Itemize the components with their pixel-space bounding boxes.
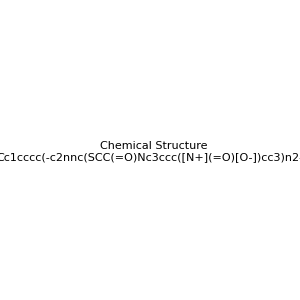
Text: Chemical Structure
Cc1cccc(-c2nnc(SCC(=O)Nc3ccc([N+](=O)[O-])cc3)n2-n: Chemical Structure Cc1cccc(-c2nnc(SCC(=O…	[0, 141, 300, 162]
